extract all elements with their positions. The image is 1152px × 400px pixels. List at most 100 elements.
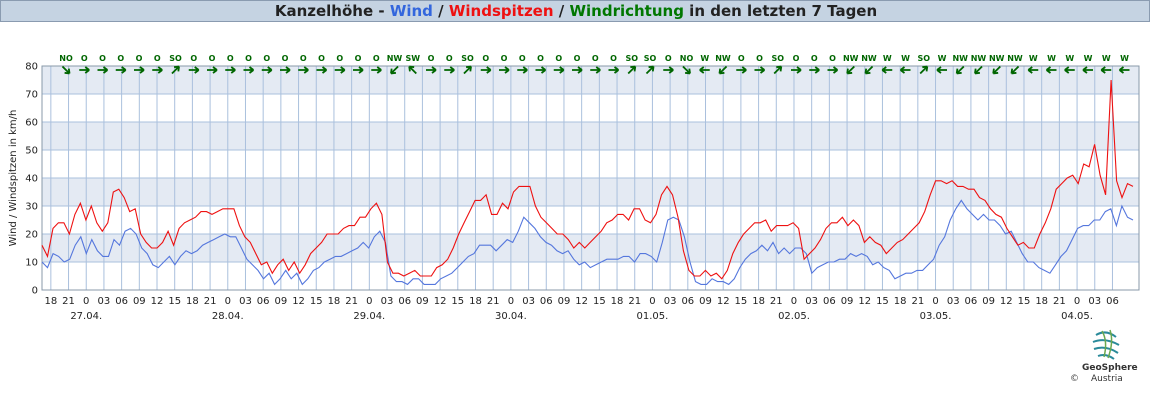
title-gust: Windspitzen xyxy=(448,2,554,20)
direction-label: O xyxy=(227,54,234,63)
x-tick-label: 21 xyxy=(345,296,358,307)
direction-label: O xyxy=(355,54,362,63)
direction-arrow-shape xyxy=(809,66,820,74)
date-label: 02.05. xyxy=(778,311,810,322)
x-tick-label: 21 xyxy=(62,296,75,307)
direction-label: NW xyxy=(387,54,403,63)
direction-label: NW xyxy=(715,54,731,63)
x-tick-label: 06 xyxy=(681,296,694,307)
direction-arrow-icon xyxy=(188,66,200,74)
direction-arrow-icon xyxy=(1027,66,1039,74)
date-label: 27.04. xyxy=(70,311,102,322)
direction-arrow-shape xyxy=(1082,66,1093,74)
direction-label: SO xyxy=(644,54,657,63)
x-tick-label: 18 xyxy=(186,296,199,307)
direction-arrow-shape xyxy=(1064,66,1075,74)
direction-arrow-shape xyxy=(499,66,510,74)
direction-arrow-icon xyxy=(225,66,236,74)
x-tick-label: 0 xyxy=(1074,296,1080,307)
direction-label: NW xyxy=(843,54,859,63)
direction-label: NW xyxy=(971,54,987,63)
direction-arrow-shape xyxy=(171,65,180,75)
direction-arrow-icon xyxy=(553,66,565,74)
direction-label: O xyxy=(501,54,508,63)
direction-arrow-icon xyxy=(390,65,399,75)
x-tick-label: 03 xyxy=(522,296,535,307)
direction-arrow-shape xyxy=(390,65,399,75)
x-tick-label: 06 xyxy=(965,296,978,307)
direction-label: NO xyxy=(680,54,694,63)
direction-label: W xyxy=(1120,54,1129,63)
y-band xyxy=(42,122,1139,150)
direction-label: O xyxy=(793,54,800,63)
direction-arrow-icon xyxy=(627,65,637,75)
direction-arrow-shape xyxy=(936,66,947,74)
direction-label: O xyxy=(99,54,106,63)
direction-arrow-icon xyxy=(207,66,218,74)
direction-label: O xyxy=(738,54,745,63)
direction-label: W xyxy=(1029,54,1038,63)
y-axis-label: Wind / Windspitzen in km/h xyxy=(8,110,19,247)
direction-arrow-shape xyxy=(207,66,218,74)
direction-label: NW xyxy=(861,54,877,63)
direction-arrow-icon xyxy=(97,66,109,74)
direction-arrow-icon xyxy=(955,65,965,75)
direction-arrow-shape xyxy=(992,65,1001,75)
direction-arrow-icon xyxy=(699,66,710,74)
direction-arrow-icon xyxy=(718,65,728,75)
y-tick-label: 80 xyxy=(25,62,38,73)
direction-label: O xyxy=(154,54,161,63)
direction-arrow-shape xyxy=(590,66,601,74)
direction-arrow-shape xyxy=(97,66,109,74)
direction-arrow-shape xyxy=(864,65,874,75)
direction-arrow-shape xyxy=(791,66,802,74)
direction-arrow-shape xyxy=(463,65,472,75)
direction-arrow-shape xyxy=(1027,66,1039,74)
direction-label: O xyxy=(756,54,763,63)
x-tick-label: 0 xyxy=(932,296,938,307)
x-tick-label: 03 xyxy=(98,296,111,307)
x-tick-label: 09 xyxy=(133,296,146,307)
direction-label: O xyxy=(574,54,581,63)
x-tick-label: 21 xyxy=(487,296,500,307)
direction-arrow-shape xyxy=(608,66,620,74)
x-tick-label: 0 xyxy=(366,296,372,307)
title-wind: Wind xyxy=(389,2,433,20)
direction-label: O xyxy=(592,54,599,63)
direction-label: SO xyxy=(169,54,182,63)
x-tick-label: 06 xyxy=(540,296,553,307)
x-tick-label: 03 xyxy=(664,296,677,307)
title-direction: Windrichtung xyxy=(569,2,684,20)
direction-arrow-icon xyxy=(316,66,328,74)
direction-arrow-shape xyxy=(517,66,528,74)
direction-arrow-shape xyxy=(827,66,839,74)
x-tick-label: 0 xyxy=(508,296,514,307)
x-tick-label: 06 xyxy=(257,296,270,307)
x-tick-label: 03 xyxy=(805,296,818,307)
y-tick-label: 30 xyxy=(25,202,38,213)
x-tick-label: 15 xyxy=(735,296,748,307)
direction-arrow-shape xyxy=(627,65,637,75)
direction-arrow-shape xyxy=(298,66,309,74)
x-tick-label: 03 xyxy=(239,296,252,307)
direction-arrow-icon xyxy=(682,65,691,75)
direction-label: W xyxy=(883,54,892,63)
x-tick-label: 09 xyxy=(274,296,287,307)
direction-arrow-shape xyxy=(955,65,965,75)
direction-label: SO xyxy=(461,54,474,63)
direction-arrow-icon xyxy=(608,66,620,74)
direction-label: W xyxy=(700,54,709,63)
direction-arrow-icon xyxy=(572,66,583,74)
direction-arrow-shape xyxy=(280,66,291,74)
direction-arrow-icon xyxy=(590,66,601,74)
direction-arrow-shape xyxy=(480,66,492,74)
y-tick-label: 0 xyxy=(32,286,38,297)
direction-arrow-shape xyxy=(444,66,455,74)
x-tick-label: 15 xyxy=(876,296,889,307)
direction-arrow-shape xyxy=(773,65,783,75)
direction-arrow-icon xyxy=(280,66,291,74)
x-tick-label: 18 xyxy=(752,296,765,307)
date-label: 28.04. xyxy=(212,311,244,322)
x-tick-label: 06 xyxy=(823,296,836,307)
